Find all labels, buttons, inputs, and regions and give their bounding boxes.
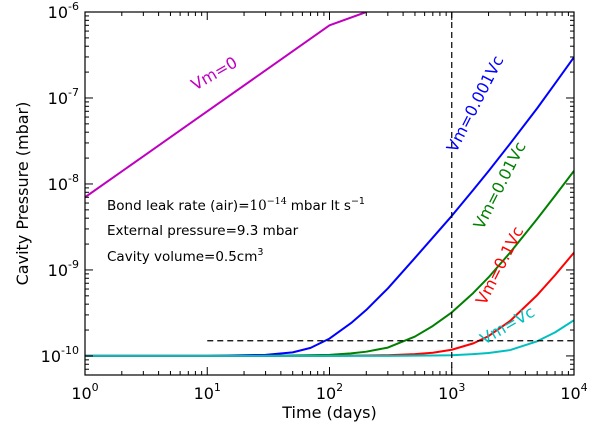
series-label-0: Vm=0 [188,53,241,95]
series-label-2: Vm=0.01Vc [469,139,529,233]
x-tick-label: 102 [316,381,343,403]
y-tick-label: 10-6 [48,0,79,22]
y-axis-label: Cavity Pressure (mbar) [13,102,32,286]
series-line-0 [85,12,367,199]
y-tick-label: 10-10 [41,344,79,366]
y-tick-label: 10-7 [48,86,79,108]
series-line-2 [85,170,574,357]
tick-labels: 100 101 102 103 104 10-10 10-9 10-8 10-7 10-6 [41,0,588,403]
annotation-leak-rate: Bond leak rate (air)=10−14 mbar lt s−1 [107,196,365,214]
series-line-4 [85,319,574,357]
y-tick-label: 10-9 [48,258,79,280]
annotation-block: Bond leak rate (air)=10−14 mbar lt s−1 Ex… [107,196,365,265]
axis-ticks [84,11,575,376]
series-line-1 [85,56,574,357]
annotation-external-pressure: External pressure=9.3 mbar [107,223,299,239]
curves-layer [85,12,574,357]
annotation-cavity-volume: Cavity volume=0.5cm3 [107,247,263,265]
series-label-3: Vm=0.1Vc [472,223,528,307]
reference-lines [207,12,574,375]
series-label-4: Vm=Vc [477,302,538,348]
x-tick-label: 103 [438,381,465,403]
x-tick-label: 101 [194,381,221,403]
x-axis-label: Time (days) [281,403,377,422]
x-tick-label: 104 [560,381,587,403]
y-tick-label: 10-8 [48,172,79,194]
x-tick-label: 100 [71,381,98,403]
